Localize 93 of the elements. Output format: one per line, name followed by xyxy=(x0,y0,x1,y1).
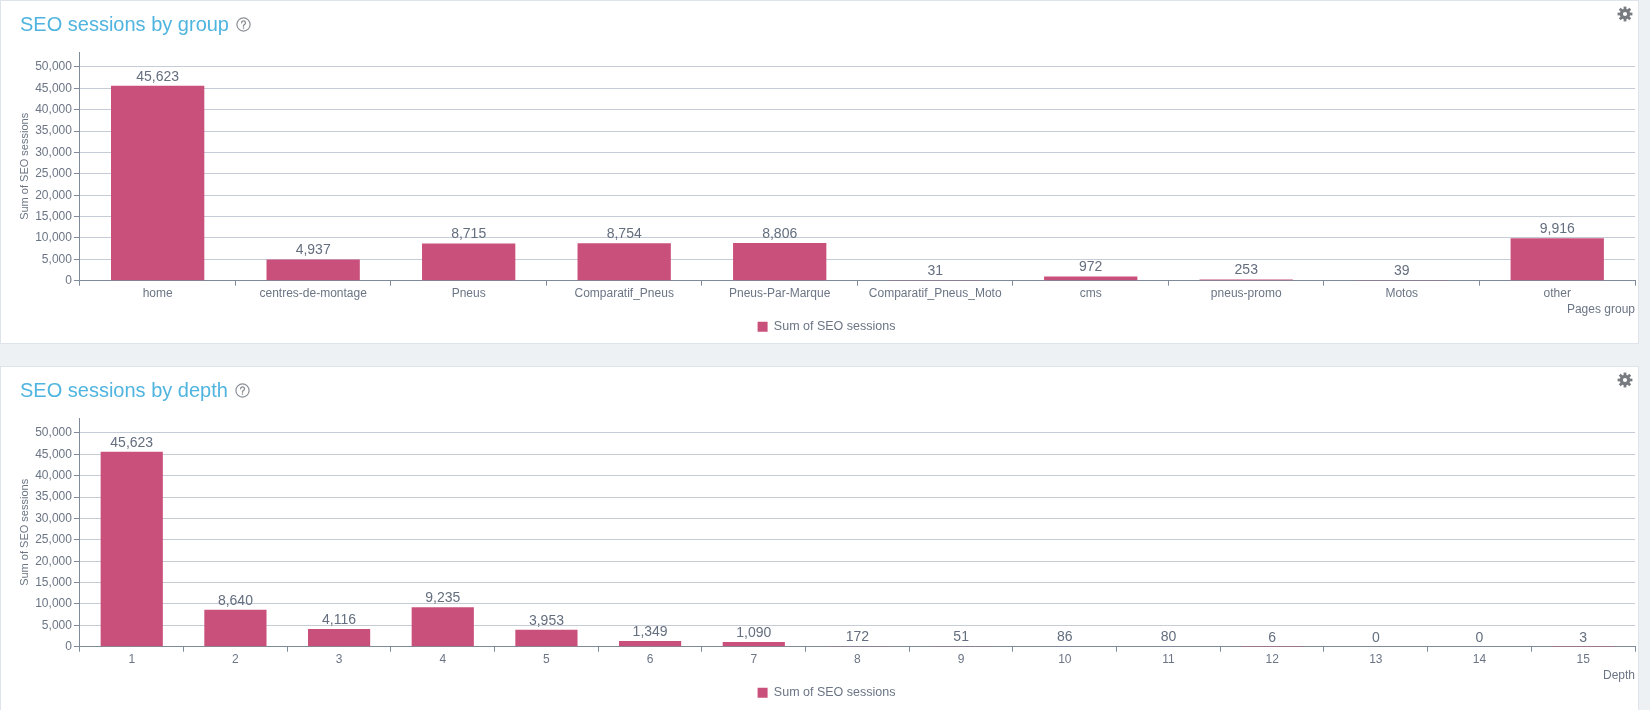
chart-title: SEO sessions by depth xyxy=(20,378,228,402)
x-tick-label: Pneus xyxy=(451,286,486,301)
bar xyxy=(1510,238,1604,281)
y-tick-label: 10,000 xyxy=(35,596,73,611)
y-tick-label: 20,000 xyxy=(35,553,73,568)
bar xyxy=(111,85,205,281)
data-label: 9,235 xyxy=(425,589,461,606)
data-label: 51 xyxy=(953,628,970,645)
bar xyxy=(515,629,578,647)
x-tick-label: 11 xyxy=(1162,652,1176,667)
bar xyxy=(577,243,671,281)
data-label: 1,349 xyxy=(632,622,668,639)
y-tick-label: 30,000 xyxy=(35,144,73,159)
data-label: 45,623 xyxy=(110,433,154,450)
data-label: 6 xyxy=(1268,628,1277,645)
y-axis-title: Sum of SEO sessions xyxy=(17,478,30,586)
data-label: 8,640 xyxy=(217,591,254,608)
bar xyxy=(204,609,267,647)
legend-label: Sum of SEO sessions xyxy=(773,685,896,700)
y-tick-label: 40,000 xyxy=(35,102,73,117)
y-tick-label: 0 xyxy=(65,273,73,288)
bar xyxy=(733,243,827,281)
x-tick-label: 1 xyxy=(128,652,136,667)
y-tick-label: 30,000 xyxy=(35,510,73,525)
x-tick-label: Comparatif_Pneus xyxy=(574,286,674,301)
x-tick-label: 4 xyxy=(439,652,447,667)
x-tick-label: 2 xyxy=(232,652,240,667)
data-label: 4,116 xyxy=(322,610,357,627)
bar xyxy=(100,451,163,647)
x-tick-label: centres-de-montage xyxy=(259,286,368,301)
data-label: 80 xyxy=(1160,628,1177,645)
y-tick-label: 50,000 xyxy=(35,425,73,440)
y-tick-label: 25,000 xyxy=(35,532,73,547)
y-tick-label: 50,000 xyxy=(35,59,73,74)
y-tick-label: 40,000 xyxy=(35,468,73,483)
x-tick-label: Motos xyxy=(1385,286,1419,301)
x-tick-label: 12 xyxy=(1265,652,1280,667)
data-label: 972 xyxy=(1079,258,1103,275)
data-label: 0 xyxy=(1371,628,1380,645)
data-label: 1,090 xyxy=(736,623,772,640)
x-tick-label: 8 xyxy=(854,652,862,667)
data-label: 253 xyxy=(1234,261,1259,278)
bar xyxy=(422,243,516,281)
data-label: 4,937 xyxy=(295,241,331,258)
y-tick-label: 20,000 xyxy=(35,187,73,202)
bar xyxy=(722,642,785,647)
data-label: 8,806 xyxy=(762,224,798,241)
y-tick-label: 0 xyxy=(65,639,73,654)
y-tick-label: 5,000 xyxy=(41,617,73,632)
data-label: 31 xyxy=(927,262,944,279)
data-label: 3,953 xyxy=(528,611,565,628)
x-tick-label: 7 xyxy=(750,652,758,667)
data-label: 8,754 xyxy=(606,225,642,242)
x-tick-label: 9 xyxy=(957,652,965,667)
y-tick-label: 5,000 xyxy=(41,251,73,266)
data-label: 9,916 xyxy=(1539,220,1575,237)
bar xyxy=(266,259,360,281)
y-tick-label: 10,000 xyxy=(35,230,73,245)
x-tick-label: other xyxy=(1543,286,1571,301)
data-label: 86 xyxy=(1057,628,1073,645)
x-tick-label: 10 xyxy=(1058,652,1072,667)
y-tick-label: 45,000 xyxy=(35,446,73,461)
legend-label: Sum of SEO sessions xyxy=(773,319,896,334)
x-tick-label: Comparatif_Pneus_Moto xyxy=(868,286,1002,301)
x-tick-label: 3 xyxy=(335,652,343,667)
x-tick-label: 15 xyxy=(1576,652,1591,667)
data-label: 3 xyxy=(1579,628,1588,645)
chart-title: SEO sessions by group xyxy=(20,12,229,36)
data-label: 172 xyxy=(845,627,870,644)
x-tick-label: pneus-promo xyxy=(1210,286,1282,301)
data-label: 8,715 xyxy=(451,225,487,242)
data-label: 39 xyxy=(1393,262,1410,279)
data-label: 0 xyxy=(1475,628,1484,645)
y-tick-label: 25,000 xyxy=(35,166,73,181)
x-tick-label: cms xyxy=(1079,286,1102,301)
y-tick-label: 15,000 xyxy=(35,574,73,589)
x-tick-label: 5 xyxy=(543,652,551,667)
bar xyxy=(619,640,682,647)
y-axis-title: Sum of SEO sessions xyxy=(17,112,30,220)
x-tick-label: Pneus-Par-Marque xyxy=(729,286,831,301)
y-tick-label: 45,000 xyxy=(35,80,73,95)
data-label: 45,623 xyxy=(136,67,180,84)
x-tick-label: 13 xyxy=(1369,652,1383,667)
x-axis-title: Depth xyxy=(1602,667,1635,682)
x-tick-label: 6 xyxy=(646,652,654,667)
bar xyxy=(411,607,474,647)
bar xyxy=(307,629,371,647)
y-tick-label: 35,000 xyxy=(35,489,73,504)
y-tick-label: 15,000 xyxy=(35,208,73,223)
y-tick-label: 35,000 xyxy=(35,123,73,138)
x-tick-label: 14 xyxy=(1472,652,1487,667)
x-axis-title: Pages group xyxy=(1566,301,1636,316)
x-tick-label: home xyxy=(142,286,173,301)
